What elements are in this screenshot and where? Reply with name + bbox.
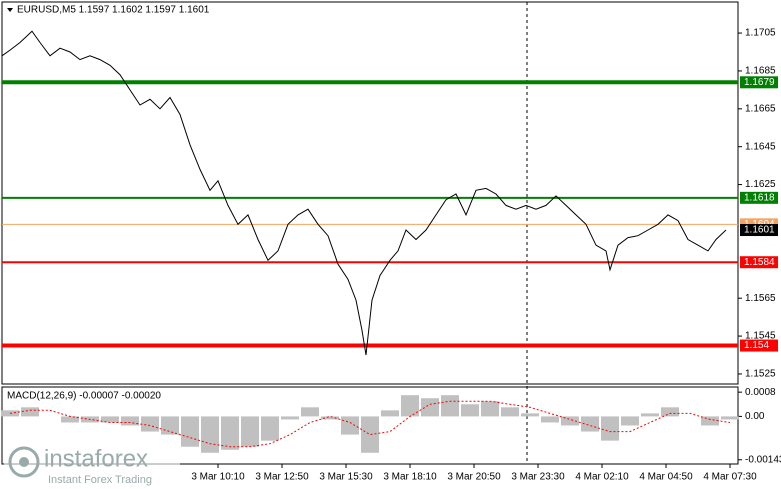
y-tick-label: 0.00 xyxy=(745,411,765,422)
level-label-bg xyxy=(740,256,778,269)
x-tick-label: 3 Mar 23:30 xyxy=(511,472,565,483)
x-tick-label: 3 Mar 10:10 xyxy=(191,472,245,483)
x-tick-label: 4 Mar 02:10 xyxy=(575,472,629,483)
level-label: 1.1601 xyxy=(744,225,775,236)
logo-brand: instaforex xyxy=(44,445,148,472)
macd-bar xyxy=(601,416,619,441)
macd-bar xyxy=(161,416,179,435)
y-tick-label: 1.1625 xyxy=(745,179,776,190)
y-tick-label: 1.1545 xyxy=(745,331,776,342)
macd-bar xyxy=(661,407,679,417)
macd-title: MACD(12,26,9) -0.00007 -0.00020 xyxy=(7,391,161,402)
level-label: 1.154 xyxy=(744,340,769,351)
x-tick-label: 3 Mar 18:10 xyxy=(383,472,437,483)
macd-bar xyxy=(501,407,519,417)
plot: 1.1705 1.1685 1.1665 1.1645 1.1625 1.1565 1.15… xyxy=(1,28,781,483)
macd-bar xyxy=(441,395,459,417)
macd-bar xyxy=(301,407,319,417)
y-tick-label: 1.1645 xyxy=(745,141,776,152)
macd-bar xyxy=(401,395,419,417)
y-tick-label: 1.1665 xyxy=(745,103,776,114)
macd-bar xyxy=(181,416,199,447)
level-label: 1.1584 xyxy=(744,257,775,268)
main-frame xyxy=(1,1,739,385)
macd-bar xyxy=(561,416,579,426)
level-label: 1.1618 xyxy=(744,192,775,203)
macd-bar xyxy=(641,413,659,417)
macd-bar xyxy=(581,416,599,432)
macd-bar xyxy=(141,416,159,432)
macd-bar xyxy=(421,398,439,417)
watermark-bg xyxy=(4,440,180,486)
level-label-bg xyxy=(740,76,778,89)
x-tick-label: 4 Mar 07:30 xyxy=(703,472,757,483)
macd-bar xyxy=(461,404,479,417)
y-tick-label: 1.1525 xyxy=(745,369,776,380)
y-tick-label: -0.00143 xyxy=(745,454,781,465)
macd-bar xyxy=(21,407,39,417)
logo-tagline: Instant Forex Trading xyxy=(48,474,152,486)
logo-icon xyxy=(8,446,40,478)
macd-bar xyxy=(701,416,719,426)
menu-arrow xyxy=(7,8,13,12)
macd-bar xyxy=(101,416,119,423)
macd-bar xyxy=(121,416,139,426)
y-tick-label: 0.0008 xyxy=(745,387,776,398)
macd-bar xyxy=(341,416,359,435)
y-tick-label: 1.1705 xyxy=(745,28,776,39)
macd-bar xyxy=(521,413,539,417)
x-tick-label: 4 Mar 04:50 xyxy=(639,472,693,483)
macd-bar xyxy=(721,416,739,420)
macd-bar xyxy=(541,416,559,423)
macd-bar xyxy=(261,416,279,441)
level-label-bg xyxy=(740,224,778,237)
y-tick-label: 1.1565 xyxy=(745,293,776,304)
macd-bar xyxy=(281,416,299,420)
chart-title: EURUSD,M5 1.1597 1.1602 1.1597 1.1601 xyxy=(17,5,210,16)
macd-bar xyxy=(621,416,639,426)
y-tick-label: 1.1685 xyxy=(745,66,776,77)
x-tick-label: 3 Mar 12:50 xyxy=(255,472,309,483)
logo-icon-core xyxy=(19,457,29,467)
macd-bar xyxy=(481,401,499,417)
x-tick-label: 3 Mar 20:50 xyxy=(447,472,501,483)
macd-bar xyxy=(321,416,339,420)
macd-bar xyxy=(221,416,239,450)
price-line xyxy=(1,30,727,356)
level-label: 1.1679 xyxy=(744,77,775,88)
macd-frame xyxy=(1,386,739,465)
macd-bar xyxy=(241,416,259,447)
level-label-bg xyxy=(740,191,778,204)
level-label-bg xyxy=(740,339,778,352)
macd-bar xyxy=(201,416,219,453)
macd-bar xyxy=(381,410,399,417)
signal-line xyxy=(9,400,731,448)
x-tick-label: 3 Mar 15:30 xyxy=(319,472,373,483)
macd-bar xyxy=(61,416,79,423)
watermark: instaforex Instant Forex Trading xyxy=(4,440,180,486)
macd-bar xyxy=(361,416,379,453)
